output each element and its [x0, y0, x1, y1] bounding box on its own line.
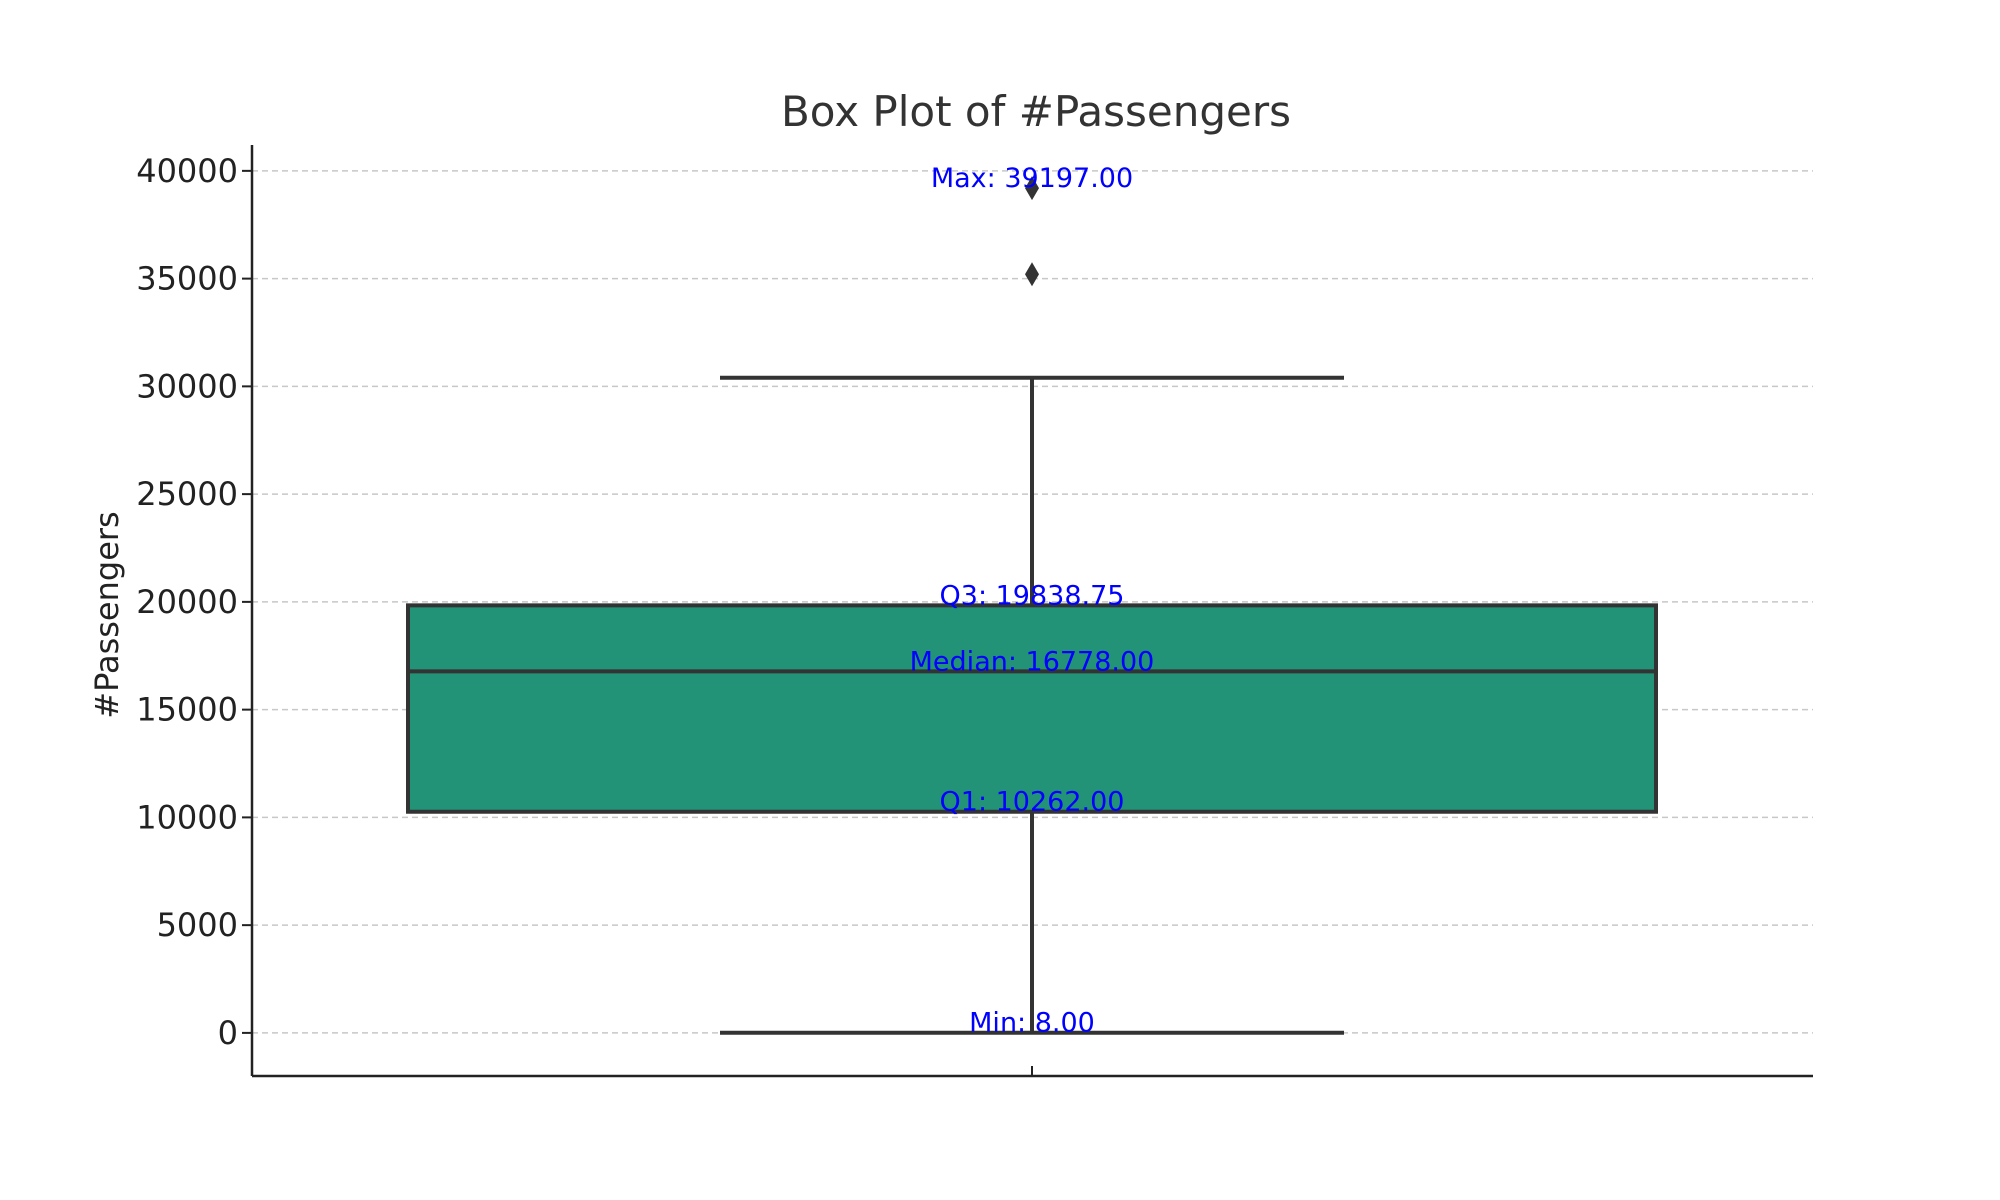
- y-tick-label: 10000: [136, 798, 238, 836]
- iqr-box: [406, 603, 1658, 814]
- annotation-label: Median: 16778.00: [910, 646, 1155, 677]
- annotations: Max: 39197.00 Q3: 19838.75 Median: 16778.0…: [910, 163, 1155, 1039]
- box-group: [406, 176, 1658, 1035]
- y-tick-label: 5000: [157, 906, 238, 944]
- annotation-label: Q1: 10262.00: [940, 787, 1125, 818]
- y-tick-label: 25000: [136, 475, 238, 513]
- y-tick-label: 40000: [136, 152, 238, 190]
- y-tick-label: 30000: [136, 367, 238, 405]
- outlier-point: [1025, 262, 1039, 287]
- y-axis-label: #Passengers: [88, 511, 126, 718]
- axes: [250, 145, 1813, 1078]
- outlier-point: [1025, 176, 1039, 201]
- annotation-label: Q3: 19838.75: [940, 580, 1125, 611]
- y-tick-label: 0: [218, 1014, 238, 1052]
- y-tick-label: 35000: [136, 260, 238, 298]
- y-tick-label: 15000: [136, 691, 238, 729]
- chart-title: Box Plot of #Passengers: [781, 87, 1291, 136]
- annotation-label: Min: 8.00: [969, 1008, 1095, 1039]
- y-axis-ticks: 0 5000 10000 15000 20000 25000 30000 35000 40000: [136, 152, 252, 1052]
- y-tick-label: 20000: [136, 583, 238, 621]
- annotation-label: Max: 39197.00: [931, 163, 1133, 194]
